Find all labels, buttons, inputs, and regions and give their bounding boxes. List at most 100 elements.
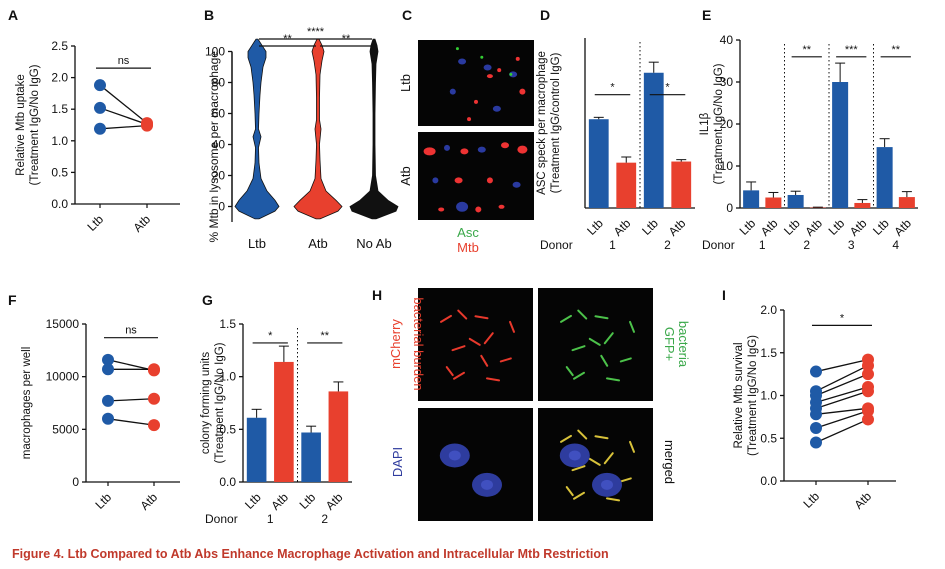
bacterium-green <box>560 314 572 323</box>
x-tick-label: Ltb <box>826 216 848 238</box>
y-axis-label: Relative Mtb survival <box>733 342 745 448</box>
bacterium-red <box>457 309 468 320</box>
panel-a-y-tick-label: 0.0 <box>51 197 68 211</box>
panel-b-y-tick-label: 80 <box>212 76 226 90</box>
cell-signal <box>517 145 528 154</box>
pair-line <box>815 407 869 415</box>
bacterium-merged <box>629 440 635 453</box>
x-tick-label: Atb <box>323 490 346 513</box>
significance-label: * <box>840 312 845 324</box>
violin-ltb <box>234 38 280 220</box>
donor-number: 2 <box>803 238 810 252</box>
bar-atb <box>854 202 871 208</box>
y-axis-label: ASC speck per macrophage <box>536 51 548 195</box>
ltb-point <box>810 408 822 421</box>
bar-ltb <box>787 194 804 208</box>
bacterium-green <box>629 320 635 333</box>
panel-letter-i: I <box>722 287 726 303</box>
nucleus <box>481 479 493 490</box>
bar-atb <box>898 197 915 208</box>
pair-line <box>107 359 155 371</box>
panel-letter-b: B <box>204 7 214 23</box>
row-label-ltb: Ltb <box>398 74 413 92</box>
y-axis-label: (Treatment IgG/No IgG) <box>29 64 41 185</box>
atb-point <box>148 419 160 432</box>
x-tick-label: Atb <box>268 490 291 513</box>
donor-number: 4 <box>892 238 899 252</box>
cell-signal <box>486 74 493 79</box>
x-tick-label: Atb <box>308 236 328 251</box>
cell-signal <box>480 55 484 59</box>
bacterium-merged <box>577 429 588 440</box>
y-axis-label: (Treatment IgG/No IgG) <box>713 63 725 184</box>
bacterium-green <box>603 332 614 345</box>
bar-ltb <box>832 82 849 208</box>
panel-e-y-tick-label: 30 <box>720 75 734 89</box>
panel-i-y-tick-label: 2.0 <box>760 303 777 317</box>
x-tick-label: Ltb <box>639 216 661 238</box>
panel-f-y-tick-label: 0 <box>72 475 79 489</box>
donor-number: 1 <box>267 512 274 526</box>
x-tick-label: Atb <box>802 216 825 239</box>
pair-line <box>107 398 155 402</box>
panel-e-y-tick-label: 10 <box>720 159 734 173</box>
y-axis-label: colony forming units <box>200 352 212 455</box>
pair-line <box>815 418 869 444</box>
y-axis-label: (Treatment IgG/control IgG) <box>550 52 562 193</box>
atb-point <box>141 119 153 132</box>
x-tick-label: Atb <box>666 216 689 239</box>
panel-letter-h: H <box>372 287 382 303</box>
bacterium-red <box>474 315 489 320</box>
bacterium-red <box>486 377 500 382</box>
bacterium-green <box>573 371 585 380</box>
cell-signal <box>509 72 513 76</box>
atb-point <box>862 413 874 426</box>
pair-line <box>99 84 148 124</box>
bar-ltb <box>246 417 267 482</box>
x-tick-label: Ltb <box>781 216 803 238</box>
significance-label: ** <box>802 44 811 56</box>
cell-signal <box>456 201 469 212</box>
cell-signal <box>501 142 509 149</box>
y-axis-label: IL1β <box>699 112 711 135</box>
bar-ltb <box>743 190 760 208</box>
bacterium-red <box>509 320 515 333</box>
panel-e-y-tick-label: 40 <box>720 33 734 47</box>
ltb-point <box>810 436 822 449</box>
cell-signal <box>486 177 493 184</box>
panel-b-y-tick-label: 60 <box>212 107 226 121</box>
violin-no-ab <box>349 38 399 220</box>
bacterium-red <box>480 354 489 367</box>
bar-atb <box>274 361 294 482</box>
y-axis-label: (Treatment IgG/No IgG) <box>747 335 759 456</box>
atb-point <box>862 385 874 398</box>
panel-a-y-tick-label: 0.5 <box>51 165 68 179</box>
panel-a-y-tick-label: 1.0 <box>51 134 68 148</box>
ltb-point <box>94 122 106 135</box>
micrograph-ltb <box>418 40 534 126</box>
bacterium-merged <box>606 497 620 502</box>
cell-signal <box>423 147 436 156</box>
cell-signal <box>498 204 505 209</box>
panel-letter-c: C <box>402 7 412 23</box>
x-tick-label: Ltb <box>92 490 114 512</box>
atb-point <box>148 363 160 376</box>
bacterium-merged <box>594 435 609 440</box>
significance-label: ns <box>118 55 130 67</box>
panel-i-y-tick-label: 0.5 <box>760 431 777 445</box>
panel-i-y-tick-label: 1.0 <box>760 389 777 403</box>
pair-line <box>815 358 869 373</box>
bacterium-green <box>571 345 586 352</box>
panel-g-y-tick-label: 1.5 <box>219 317 236 331</box>
significance-label: ** <box>891 44 900 56</box>
bacterium-red <box>453 371 465 380</box>
panel-i-y-tick-label: 0.0 <box>760 474 777 488</box>
significance-label: * <box>610 82 615 94</box>
bacterium-red <box>451 345 466 352</box>
donor-number: 1 <box>609 238 616 252</box>
legend-asc: Asc <box>457 225 479 240</box>
ltb-point <box>810 421 822 434</box>
nucleus <box>448 450 461 461</box>
significance-label: ns <box>125 325 137 337</box>
